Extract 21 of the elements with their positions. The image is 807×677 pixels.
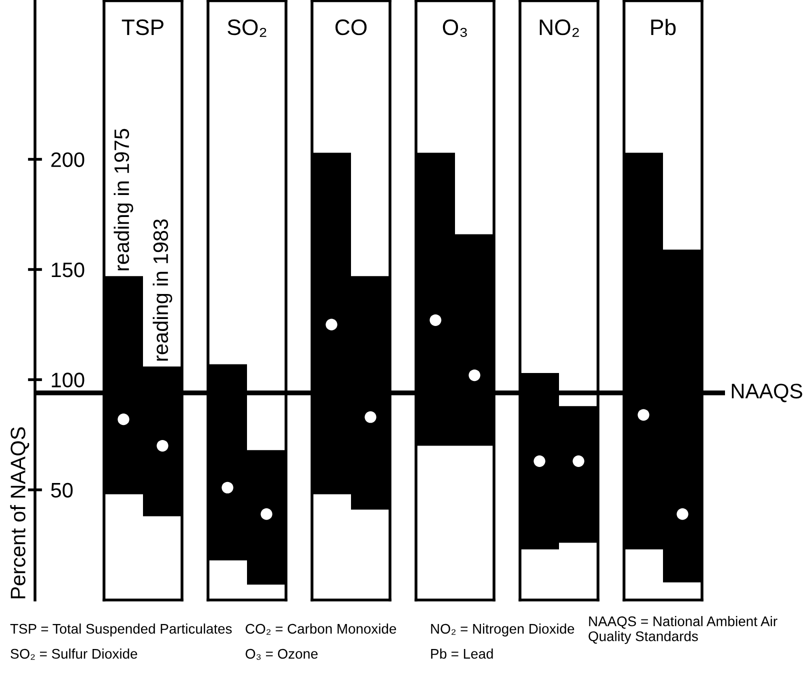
text: NO₂ = Nitrogen Dioxide bbox=[431, 624, 574, 636]
x-tick-label: Pb bbox=[651, 18, 676, 36]
y-tick-label: 150 bbox=[52, 262, 84, 278]
y-tick-label: 200 bbox=[51, 152, 84, 168]
text: SO₂ = Sulfur Dioxide bbox=[10, 648, 138, 660]
text: CO₂ = Carbon Monoxide bbox=[246, 624, 396, 635]
x-tick-label: SO₂ bbox=[228, 19, 266, 37]
text: TSP = Total Suspended Particulates bbox=[10, 624, 232, 636]
ref-line-label: NAAQS bbox=[732, 384, 802, 402]
x-tick-label: O₃ bbox=[442, 19, 467, 37]
x-tick-label: TSP bbox=[122, 19, 164, 36]
text: O₃ = Ozone bbox=[246, 648, 318, 660]
y-tick-label: 50 bbox=[51, 482, 73, 498]
text: Pb = Lead bbox=[431, 648, 493, 659]
y-axis-title: Percent of NAAQS bbox=[10, 427, 30, 598]
text: reading in 1983 bbox=[152, 219, 172, 361]
x-tick-label: NO₂ bbox=[540, 19, 579, 37]
text: NAAQS = National Ambient Air Quality Standards bbox=[588, 616, 778, 644]
y-tick-label: 100 bbox=[52, 372, 84, 388]
text: reading in 1975 bbox=[114, 128, 134, 270]
x-tick-label: CO bbox=[335, 19, 367, 36]
